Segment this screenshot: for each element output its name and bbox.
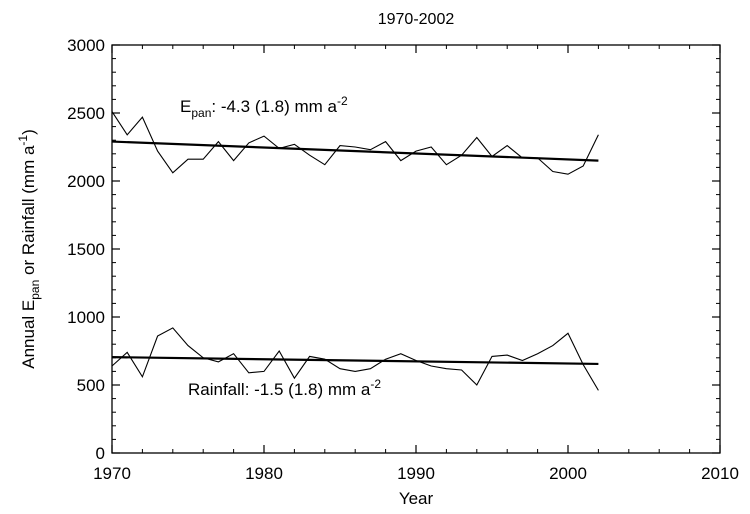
chart-title: 1970-2002: [378, 11, 455, 28]
y-axis: 0 500 1000 1500 2000 2500 3000: [67, 36, 720, 463]
x-tick-label: 1990: [397, 464, 435, 483]
rainfall-trend-line: [111, 356, 599, 366]
epan-series-line: [111, 111, 599, 175]
y-tick-label: 2500: [67, 104, 105, 123]
rainfall-trend-annotation: Rainfall: -1.5 (1.8) mm a-2: [188, 377, 381, 399]
x-tick-label: 1980: [245, 464, 283, 483]
x-axis: 1970 1980 1990 2000 2010: [93, 45, 739, 483]
y-tick-label: 0: [96, 444, 105, 463]
y-tick-label: 2000: [67, 172, 105, 191]
y-tick-label: 3000: [67, 36, 105, 55]
rainfall-series-line: [111, 327, 599, 391]
series-layer: [111, 111, 599, 391]
y-tick-label: 1000: [67, 308, 105, 327]
x-tick-label: 2000: [549, 464, 587, 483]
y-axis-label: Annual Epan or Rainfall (mm a-1): [16, 129, 42, 369]
epan-trend-annotation: Epan: -4.3 (1.8) mm a-2: [180, 94, 348, 120]
y-tick-label: 500: [77, 376, 105, 395]
x-axis-label: Year: [399, 489, 434, 508]
x-tick-label: 1970: [93, 464, 131, 483]
y-tick-label: 1500: [67, 240, 105, 259]
x-tick-label: 2010: [701, 464, 739, 483]
epan-trend-line: [111, 140, 599, 162]
